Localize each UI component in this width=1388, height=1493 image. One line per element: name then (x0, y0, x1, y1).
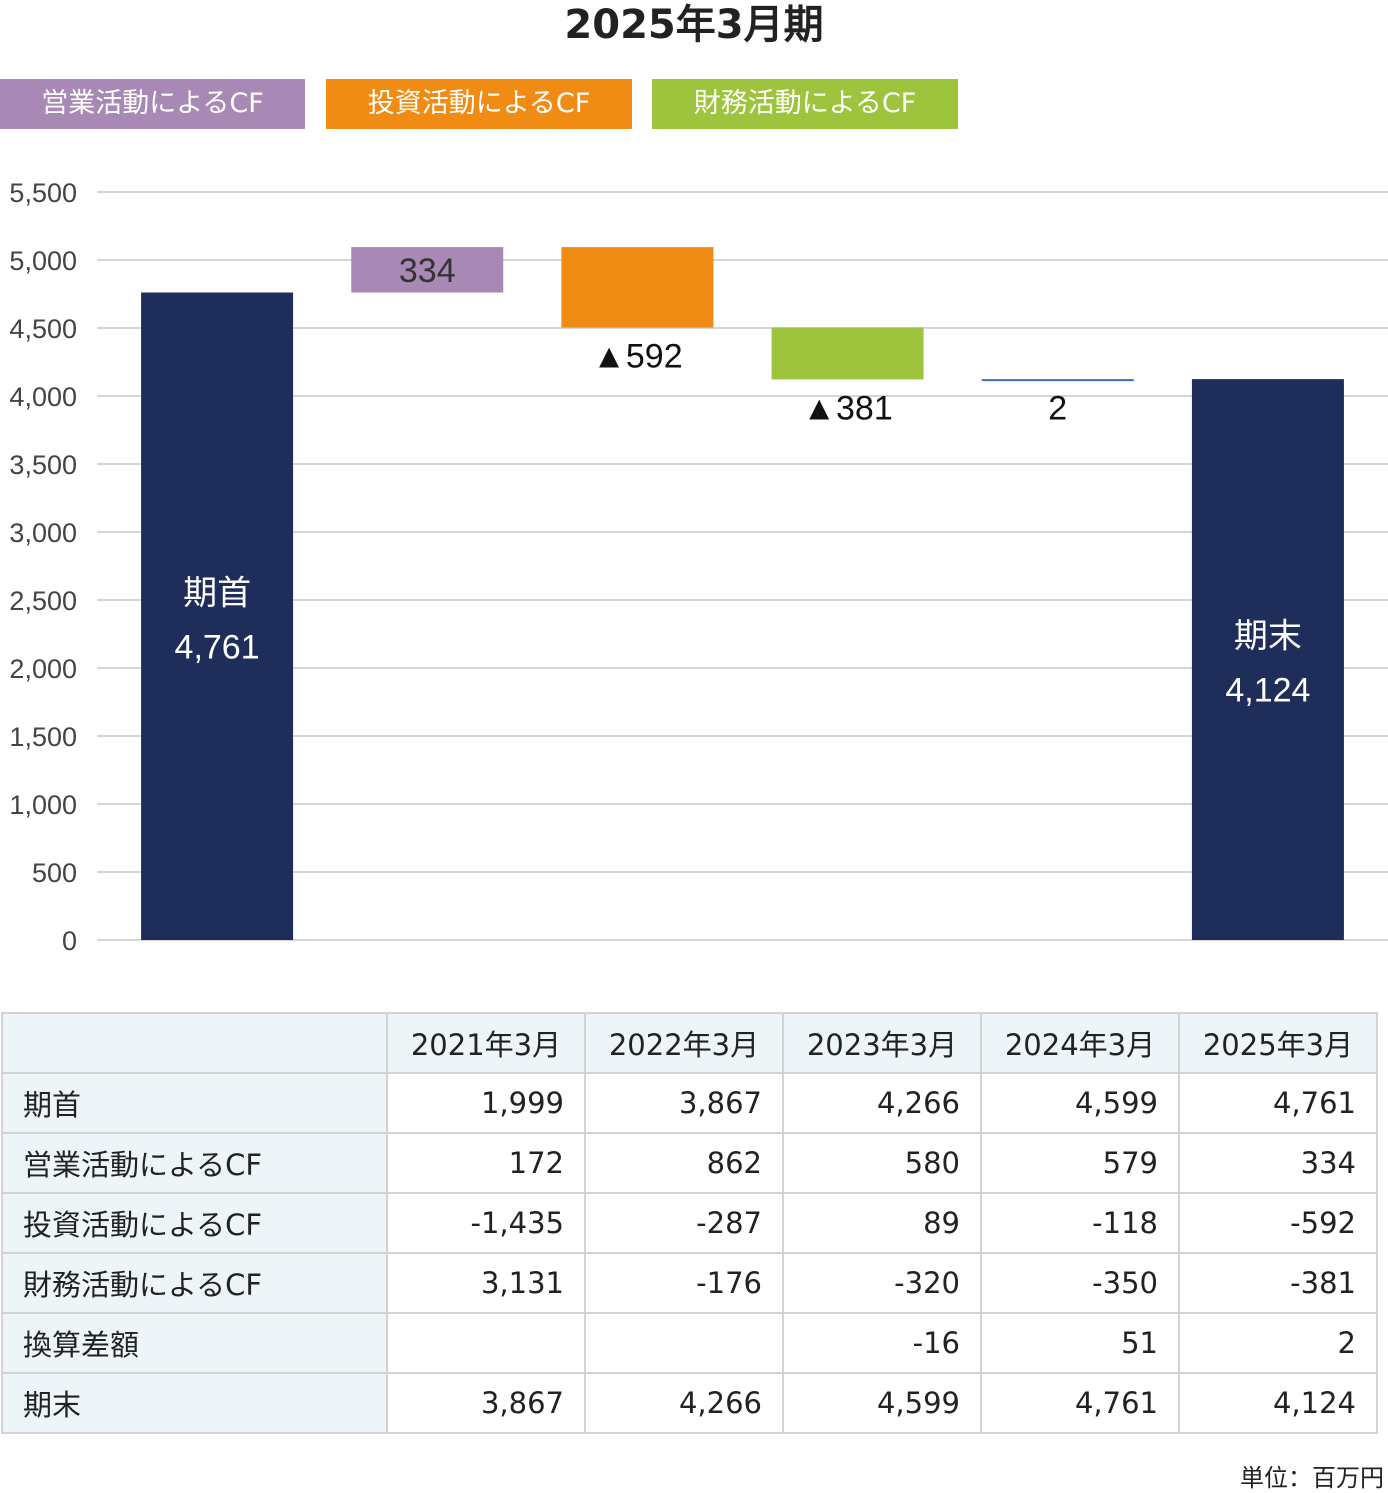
table-cell: 2 (1178, 1312, 1378, 1374)
y-tick-label: 2,000 (9, 654, 77, 684)
chart-title: 2025年3月期 (564, 2, 824, 48)
table-row: 営業活動によるCF 172 862 580 579 334 (1, 1132, 1378, 1194)
table-cell: 51 (980, 1312, 1180, 1374)
table-cell: 4,599 (782, 1372, 982, 1434)
table-cell: -350 (980, 1252, 1180, 1314)
table-row: 投資活動によるCF -1,435 -287 89 -118 -592 (1, 1192, 1378, 1254)
table-cell: 862 (584, 1132, 784, 1194)
table-cell: 3,867 (584, 1072, 784, 1134)
table-cell: 579 (980, 1132, 1180, 1194)
table-cell: -176 (584, 1252, 784, 1314)
table-cell: 4,124 (1178, 1372, 1378, 1434)
table-cell: 3,867 (386, 1372, 586, 1434)
data-label: ▲592 (592, 338, 682, 376)
waterfall-chart: 0 500 1,000 1,500 2,000 2,500 3,000 3,500 4,000 4… (9, 178, 1388, 956)
table-cell: -118 (980, 1192, 1180, 1254)
row-label: 投資活動によるCF (1, 1192, 388, 1254)
table-header-row: 2021年3月 2022年3月 2023年3月 2024年3月 2025年3月 (1, 1012, 1378, 1074)
delta-bar (351, 247, 504, 293)
column-header: 2023年3月 (782, 1012, 982, 1074)
bar-name-label: 期末 (1234, 618, 1302, 656)
y-tick-label: 5,500 (9, 178, 77, 208)
y-tick-label: 4,500 (9, 314, 77, 344)
row-label: 営業活動によるCF (1, 1132, 388, 1194)
table-cell: 4,599 (980, 1072, 1180, 1134)
row-label: 換算差額 (1, 1312, 388, 1374)
total-bar (141, 292, 294, 940)
row-label: 財務活動によるCF (1, 1252, 388, 1314)
table-cell: 89 (782, 1192, 982, 1254)
y-tick-label: 0 (62, 926, 77, 956)
table-cell: -16 (782, 1312, 982, 1374)
bar-name-label: 期首 (183, 574, 251, 612)
row-label: 期末 (1, 1372, 388, 1434)
y-tick-label: 1,500 (9, 722, 77, 752)
table-cell: 4,266 (782, 1072, 982, 1134)
table-cell: 4,266 (584, 1372, 784, 1434)
table-row: 換算差額 -16 51 2 (1, 1312, 1378, 1374)
data-label: ▲381 (802, 389, 892, 427)
table-cell: 172 (386, 1132, 586, 1194)
table-row: 財務活動によるCF 3,131 -176 -320 -350 -381 (1, 1252, 1378, 1314)
y-tick-label: 4,000 (9, 382, 77, 412)
data-label: 334 (399, 252, 456, 290)
y-tick-label: 1,000 (9, 790, 77, 820)
row-label: 期首 (1, 1072, 388, 1134)
legend-financing-cf: 財務活動によるCF (652, 79, 958, 129)
y-tick-label: 2,500 (9, 586, 77, 616)
legend-investing-cf: 投資活動によるCF (326, 79, 632, 129)
total-bar (1191, 379, 1344, 940)
delta-bar (771, 327, 924, 380)
table-cell: 1,999 (386, 1072, 586, 1134)
legend-operating-cf: 営業活動によるCF (0, 79, 305, 129)
table-cell: -320 (782, 1252, 982, 1314)
column-header: 2025年3月 (1178, 1012, 1378, 1074)
table-cell: -1,435 (386, 1192, 586, 1254)
table-cell (584, 1312, 784, 1374)
column-header: 2021年3月 (386, 1012, 586, 1074)
delta-bar (561, 247, 714, 328)
table-cell: 4,761 (1178, 1072, 1378, 1134)
table-cell: -592 (1178, 1192, 1378, 1254)
table-cell (386, 1312, 586, 1374)
data-label: 4,124 (1225, 672, 1310, 710)
column-header: 2022年3月 (584, 1012, 784, 1074)
table-cell: -381 (1178, 1252, 1378, 1314)
table-cell: 580 (782, 1132, 982, 1194)
cf-table: 2021年3月 2022年3月 2023年3月 2024年3月 2025年3月 … (1, 1012, 1378, 1434)
data-label: 4,761 (175, 628, 260, 666)
y-tick-label: 500 (32, 858, 77, 888)
data-label: 2 (1048, 389, 1067, 427)
table-corner-cell (1, 1012, 388, 1074)
table-cell: -287 (584, 1192, 784, 1254)
column-header: 2024年3月 (980, 1012, 1180, 1074)
y-tick-label: 5,000 (9, 246, 77, 276)
y-tick-label: 3,000 (9, 518, 77, 548)
y-tick-label: 3,500 (9, 450, 77, 480)
unit-note: 単位：百万円 (1240, 1464, 1384, 1492)
table-row: 期末 3,867 4,266 4,599 4,761 4,124 (1, 1372, 1378, 1434)
table-cell: 4,761 (980, 1372, 1180, 1434)
table-cell: 3,131 (386, 1252, 586, 1314)
table-row: 期首 1,999 3,867 4,266 4,599 4,761 (1, 1072, 1378, 1134)
delta-bar (981, 379, 1134, 382)
table-cell: 334 (1178, 1132, 1378, 1194)
